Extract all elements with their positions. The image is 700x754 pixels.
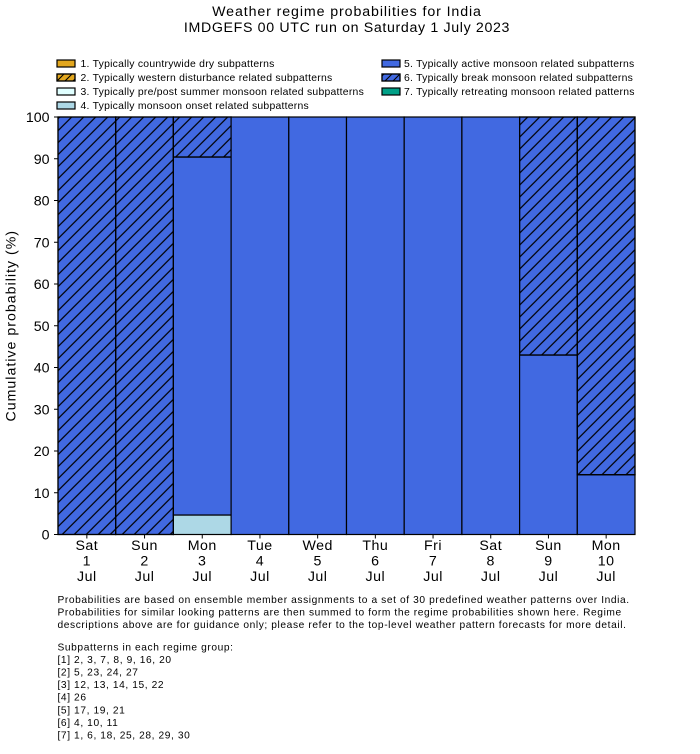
svg-text:[3] 12, 13, 14, 15, 22: [3] 12, 13, 14, 15, 22 — [58, 680, 165, 691]
svg-text:Jul: Jul — [539, 569, 559, 585]
svg-text:10: 10 — [598, 554, 615, 570]
svg-text:100: 100 — [26, 110, 50, 126]
svg-text:[5] 17, 19, 21: [5] 17, 19, 21 — [58, 705, 126, 716]
svg-text:70: 70 — [34, 235, 50, 251]
svg-text:0: 0 — [42, 528, 50, 544]
svg-text:8: 8 — [487, 554, 495, 570]
svg-text:9: 9 — [544, 554, 552, 570]
svg-text:4. Typically monsoon onset rel: 4. Typically monsoon onset related subpa… — [81, 101, 310, 112]
svg-text:Weather regime probabilities f: Weather regime probabilities for India — [212, 4, 482, 20]
svg-text:1. Typically countrywide dry s: 1. Typically countrywide dry subpatterns — [81, 59, 275, 70]
svg-text:2: 2 — [140, 554, 148, 570]
svg-text:30: 30 — [34, 402, 50, 418]
svg-text:1: 1 — [83, 554, 91, 570]
svg-text:Sun: Sun — [131, 538, 158, 554]
svg-text:Sat: Sat — [479, 538, 502, 554]
svg-text:Jul: Jul — [308, 569, 328, 585]
svg-text:5. Typically active monsoon re: 5. Typically active monsoon related subp… — [404, 59, 634, 70]
svg-text:10: 10 — [34, 486, 50, 502]
svg-text:Cumulative probability (%): Cumulative probability (%) — [4, 230, 20, 422]
svg-text:Probabilities for similar look: Probabilities for similar looking patter… — [58, 608, 622, 619]
svg-text:Wed: Wed — [302, 538, 332, 554]
svg-text:Jul: Jul — [77, 569, 97, 585]
svg-text:Fri: Fri — [424, 538, 442, 554]
svg-text:Probabilities are based on ens: Probabilities are based on ensemble memb… — [58, 595, 630, 606]
svg-text:60: 60 — [34, 277, 50, 293]
svg-text:2. Typically western disturban: 2. Typically western disturbance related… — [81, 73, 333, 84]
svg-text:4: 4 — [256, 554, 264, 570]
svg-text:20: 20 — [34, 444, 50, 460]
svg-text:Jul: Jul — [366, 569, 386, 585]
svg-text:[1] 2, 3, 7, 8, 9, 16, 20: [1] 2, 3, 7, 8, 9, 16, 20 — [58, 655, 172, 666]
svg-text:[2] 5, 23, 24, 27: [2] 5, 23, 24, 27 — [58, 668, 139, 679]
svg-text:IMDGEFS 00 UTC run on Saturday: IMDGEFS 00 UTC run on Saturday 1 July 20… — [184, 20, 510, 36]
svg-text:[6] 4, 10, 11: [6] 4, 10, 11 — [58, 718, 119, 729]
svg-text:7. Typically retreating monsoo: 7. Typically retreating monsoon related … — [404, 87, 635, 98]
svg-text:Sat: Sat — [75, 538, 98, 554]
svg-text:40: 40 — [34, 361, 50, 377]
svg-text:Subpatterns in each regime gro: Subpatterns in each regime group: — [58, 642, 234, 653]
svg-text:50: 50 — [34, 319, 50, 335]
svg-text:Jul: Jul — [135, 569, 155, 585]
svg-text:descriptions above are for gui: descriptions above are for guidance only… — [58, 620, 627, 631]
svg-text:Mon: Mon — [592, 538, 621, 554]
svg-text:7: 7 — [429, 554, 437, 570]
svg-text:90: 90 — [34, 152, 50, 168]
svg-text:5: 5 — [313, 554, 321, 570]
svg-text:Sun: Sun — [535, 538, 562, 554]
svg-text:Jul: Jul — [596, 569, 616, 585]
svg-text:6: 6 — [371, 554, 379, 570]
svg-text:6. Typically break monsoon rel: 6. Typically break monsoon related subpa… — [404, 73, 633, 84]
svg-text:3: 3 — [198, 554, 206, 570]
svg-text:Jul: Jul — [250, 569, 270, 585]
svg-text:80: 80 — [34, 194, 50, 210]
svg-text:Jul: Jul — [481, 569, 501, 585]
svg-text:3. Typically pre/post summer m: 3. Typically pre/post summer monsoon rel… — [81, 87, 365, 98]
svg-text:[7] 1, 6, 18, 25, 28, 29, 30: [7] 1, 6, 18, 25, 28, 29, 30 — [58, 731, 191, 742]
svg-text:Mon: Mon — [188, 538, 217, 554]
svg-text:Tue: Tue — [247, 538, 272, 554]
svg-text:Jul: Jul — [192, 569, 212, 585]
svg-text:Jul: Jul — [423, 569, 443, 585]
svg-text:Thu: Thu — [362, 538, 388, 554]
svg-text:[4] 26: [4] 26 — [58, 693, 87, 704]
